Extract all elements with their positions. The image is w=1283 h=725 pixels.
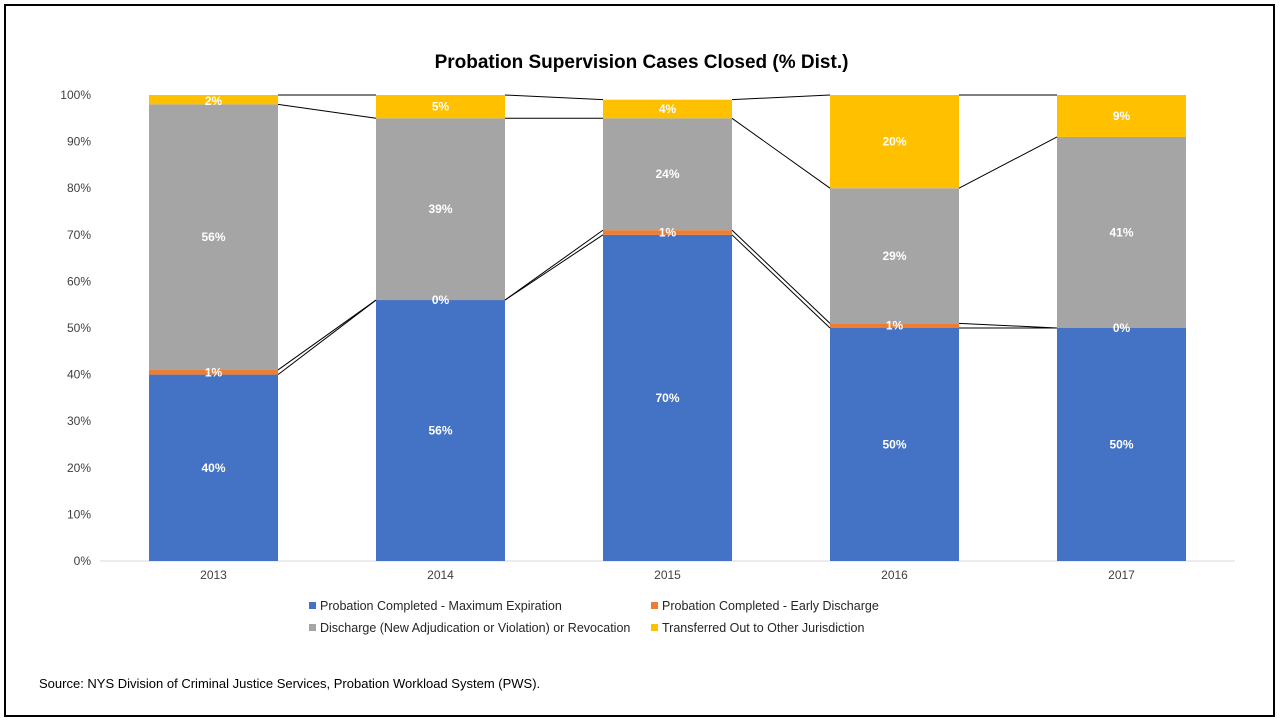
- bar-segment: [603, 234, 732, 562]
- legend-item-transferred-out: Transferred Out to Other Jurisdiction: [651, 621, 864, 635]
- bar-segment: [1057, 95, 1186, 137]
- legend-swatch: [651, 602, 658, 610]
- legend-swatch: [309, 602, 316, 610]
- data-label: 1%: [659, 225, 677, 239]
- bar-segment: [376, 95, 505, 119]
- bar-segment: [830, 323, 959, 328]
- data-label: 41%: [1109, 225, 1133, 239]
- series-line: [504, 229, 604, 301]
- data-label: 1%: [886, 319, 904, 333]
- y-tick-label: 70%: [67, 228, 91, 242]
- bar-segment: [149, 95, 278, 105]
- data-label: 40%: [201, 461, 225, 475]
- data-label: 24%: [655, 167, 679, 181]
- data-label: 1%: [205, 365, 223, 379]
- y-tick-label: 100%: [60, 88, 91, 102]
- legend-item-early-discharge: Probation Completed - Early Discharge: [651, 599, 879, 613]
- series-line: [731, 117, 831, 189]
- bar-segment: [149, 369, 278, 375]
- legend-swatch: [651, 624, 658, 632]
- y-tick-label: 50%: [67, 321, 91, 335]
- legend-label: Transferred Out to Other Jurisdiction: [662, 621, 865, 635]
- y-tick-label: 0%: [74, 554, 92, 568]
- legend-label: Discharge (New Adjudication or Violation…: [320, 621, 631, 635]
- bar-segment: [149, 374, 278, 561]
- data-label: 0%: [1113, 321, 1131, 335]
- data-label: 5%: [432, 100, 450, 114]
- data-label: 50%: [882, 438, 906, 452]
- x-tick-label: 2016: [881, 568, 908, 582]
- bar-segment: [603, 230, 732, 235]
- y-tick-label: 30%: [67, 414, 91, 428]
- bar-segment: [830, 95, 959, 189]
- series-line: [958, 136, 1058, 189]
- x-tick-label: 2014: [427, 568, 454, 582]
- y-tick-label: 90%: [67, 135, 91, 149]
- legend-item-discharge-revocation: Discharge (New Adjudication or Violation…: [309, 621, 630, 635]
- y-tick-label: 60%: [67, 274, 91, 288]
- series-line: [731, 234, 831, 329]
- data-label: 4%: [659, 102, 677, 116]
- bar-segment: [1057, 136, 1186, 328]
- data-label: 39%: [428, 202, 452, 216]
- data-label: 29%: [882, 249, 906, 263]
- source-note: Source: NYS Division of Criminal Justice…: [39, 676, 541, 691]
- data-label: 2%: [205, 94, 223, 108]
- series-line: [504, 94, 604, 101]
- y-tick-label: 40%: [67, 368, 91, 382]
- bar-segment: [830, 328, 959, 561]
- legend-label: Probation Completed - Maximum Expiration: [320, 599, 562, 613]
- series-line: [958, 322, 1058, 329]
- y-tick-label: 10%: [67, 507, 91, 521]
- bar-segment: [830, 188, 959, 324]
- series-line: [731, 94, 831, 101]
- x-tick-label: 2015: [654, 568, 681, 582]
- y-tick-label: 80%: [67, 181, 91, 195]
- series-line: [277, 299, 377, 371]
- data-label: 50%: [1109, 438, 1133, 452]
- data-label: 9%: [1113, 109, 1131, 123]
- bar-segment: [603, 99, 732, 119]
- chart-title: Probation Supervision Cases Closed (% Di…: [434, 52, 849, 73]
- x-tick-label: 2013: [200, 568, 227, 582]
- series-line: [731, 229, 831, 324]
- bar-segment: [603, 118, 732, 231]
- data-label: 70%: [655, 391, 679, 405]
- legend-item-max-expiration: Probation Completed - Maximum Expiration: [309, 599, 562, 613]
- bar-segment: [149, 104, 278, 370]
- data-label: 20%: [882, 135, 906, 149]
- legend-label: Probation Completed - Early Discharge: [662, 599, 879, 613]
- data-label: 56%: [428, 424, 452, 438]
- bar-segment: [1057, 328, 1186, 561]
- data-label: 56%: [201, 230, 225, 244]
- x-tick-label: 2017: [1108, 568, 1135, 582]
- series-line: [277, 103, 377, 119]
- data-label: 0%: [432, 293, 450, 307]
- series-line: [277, 299, 377, 375]
- legend-swatch: [309, 624, 316, 632]
- bar-segment: [376, 118, 505, 301]
- bar-segment: [376, 300, 505, 561]
- y-tick-label: 20%: [67, 461, 91, 475]
- series-line: [504, 234, 604, 301]
